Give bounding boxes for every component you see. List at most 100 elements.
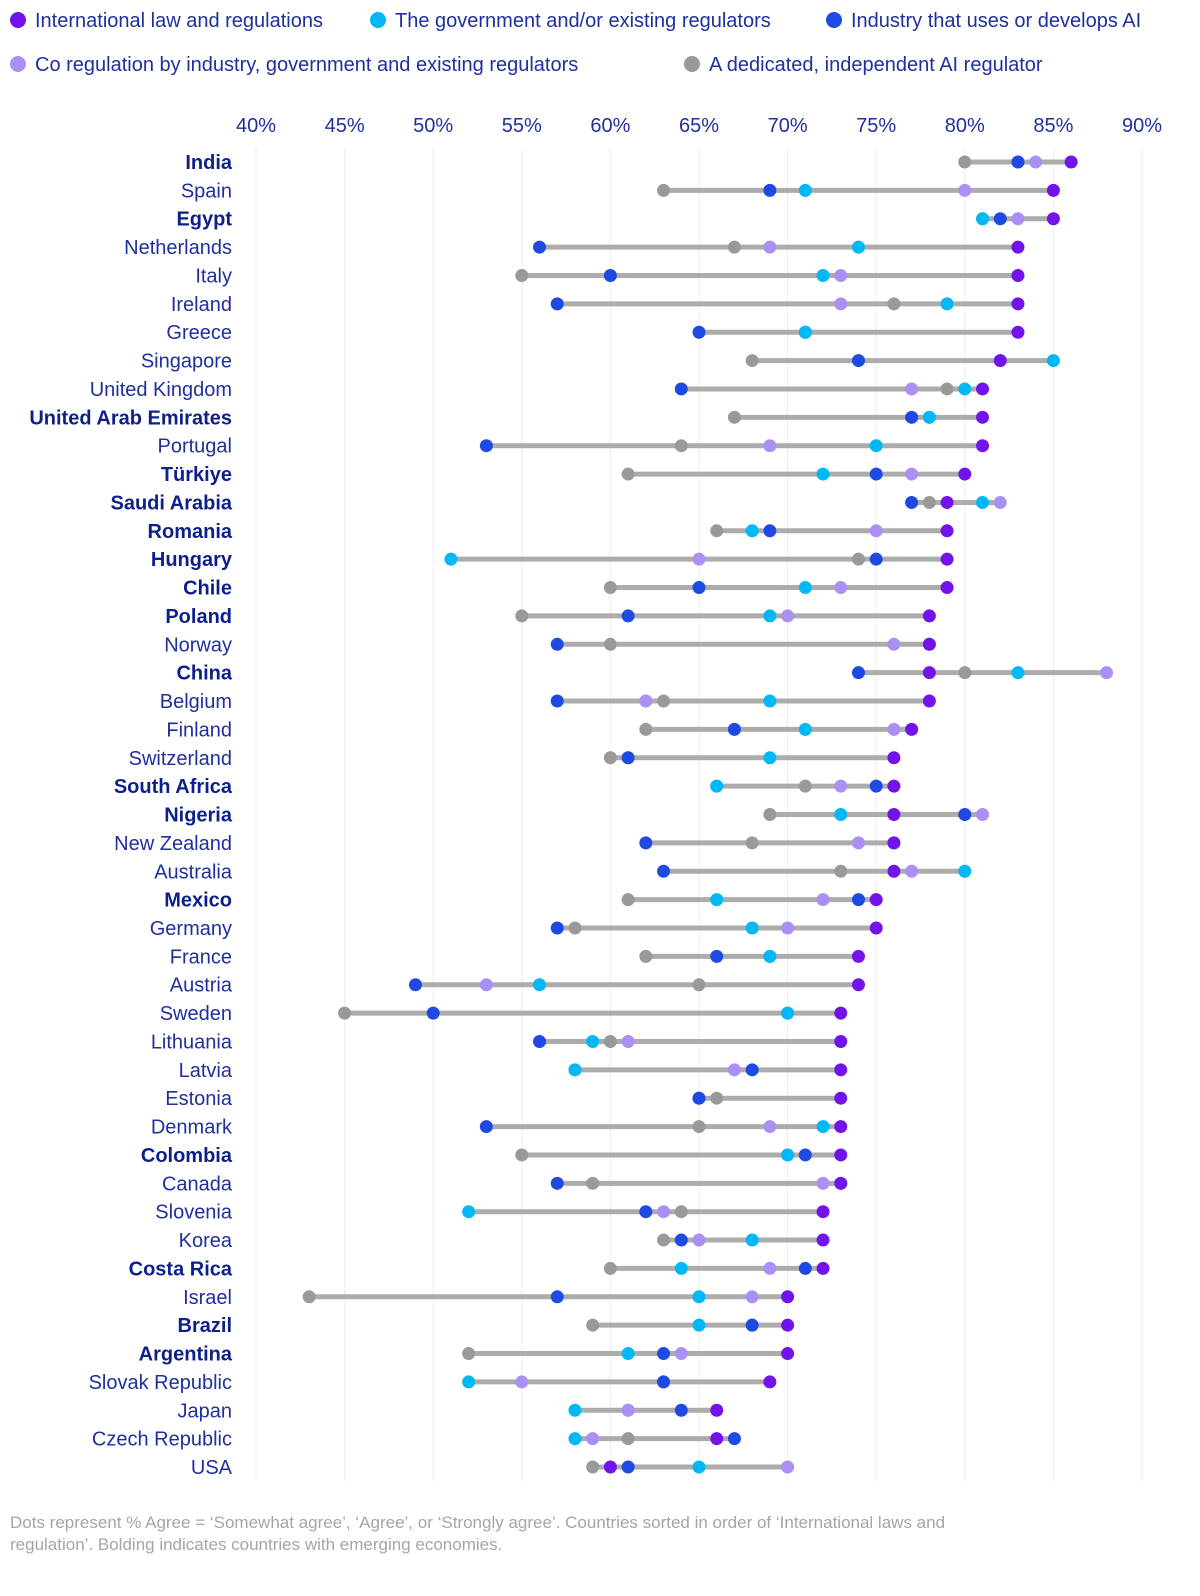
dot-intl <box>710 1432 724 1446</box>
dot-intl <box>834 1063 848 1077</box>
country-label: Korea <box>179 1230 233 1252</box>
dot-ind <box>639 1205 653 1219</box>
dot-intl <box>834 1120 848 1134</box>
dot-gov <box>851 240 865 254</box>
legend-label-ded: A dedicated, independent AI regulator <box>709 54 1043 76</box>
dot-ind <box>1011 155 1025 169</box>
dot-ded <box>621 1432 635 1446</box>
dot-intl <box>834 1091 848 1105</box>
dot-ded <box>621 893 635 907</box>
country-label: Canada <box>162 1173 233 1195</box>
dot-intl <box>603 1460 617 1474</box>
dot-ind <box>727 722 741 736</box>
dot-gov <box>1046 354 1060 368</box>
country-label: Netherlands <box>124 237 232 259</box>
dot-ind <box>550 1290 564 1304</box>
country-label: Greece <box>166 322 232 344</box>
dot-gov <box>958 864 972 878</box>
x-tick-label: 65% <box>679 115 719 137</box>
dot-ded <box>657 1233 671 1247</box>
country-label: Costa Rica <box>129 1258 233 1280</box>
dot-gov <box>816 268 830 282</box>
dot-ind <box>621 751 635 765</box>
country-label: Nigeria <box>164 805 233 827</box>
country-label: Norway <box>164 634 232 656</box>
dot-ind <box>869 779 883 793</box>
dot-co <box>1011 212 1025 226</box>
dot-ded <box>657 183 671 197</box>
country-label: Australia <box>154 861 233 883</box>
legend-marker-intl <box>10 12 26 28</box>
legend-label-co: Co regulation by industry, government an… <box>35 54 578 76</box>
dot-ind <box>851 893 865 907</box>
dot-ded <box>674 439 688 453</box>
dot-co <box>905 864 919 878</box>
dot-ind <box>533 1034 547 1048</box>
country-label: Chile <box>183 578 232 600</box>
dot-ded <box>710 524 724 538</box>
dot-ded <box>462 1347 476 1361</box>
dot-co <box>586 1432 600 1446</box>
country-label: Denmark <box>151 1117 233 1139</box>
dot-gov <box>621 1347 635 1361</box>
x-tick-label: 75% <box>856 115 896 137</box>
dot-gov <box>763 751 777 765</box>
x-tick-label: 85% <box>1033 115 1073 137</box>
x-tick-label: 90% <box>1122 115 1162 137</box>
dot-ded <box>674 1205 688 1219</box>
dot-intl <box>1046 212 1060 226</box>
dot-ded <box>727 410 741 424</box>
dot-intl <box>816 1261 830 1275</box>
dot-co <box>976 808 990 822</box>
legend-marker-gov <box>370 12 386 28</box>
country-label: Spain <box>181 180 232 202</box>
dot-gov <box>568 1403 582 1417</box>
dot-co <box>692 1233 706 1247</box>
dot-co <box>763 439 777 453</box>
dot-gov <box>586 1034 600 1048</box>
dot-gov <box>745 1233 759 1247</box>
dot-co <box>834 581 848 595</box>
country-label: Egypt <box>176 209 232 231</box>
dot-ind <box>710 949 724 963</box>
dot-co <box>1029 155 1043 169</box>
dot-ind <box>905 410 919 424</box>
dot-gov <box>444 552 458 566</box>
dot-co <box>763 1120 777 1134</box>
country-label: Lithuania <box>151 1031 233 1053</box>
dot-ded <box>603 637 617 651</box>
dot-intl <box>851 949 865 963</box>
x-tick-label: 60% <box>590 115 630 137</box>
dot-gov <box>798 325 812 339</box>
dot-co <box>816 1176 830 1190</box>
dot-intl <box>869 921 883 935</box>
dot-ded <box>798 779 812 793</box>
dot-intl <box>887 751 901 765</box>
legend-label-intl: International law and regulations <box>35 10 323 32</box>
dot-ded <box>940 382 954 396</box>
dot-ded <box>621 467 635 481</box>
dot-co <box>781 609 795 623</box>
dot-ded <box>639 949 653 963</box>
dot-co <box>958 183 972 197</box>
dot-ded <box>515 609 529 623</box>
country-label: Finland <box>166 719 232 741</box>
dot-ded <box>586 1318 600 1332</box>
dot-gov <box>976 212 990 226</box>
dot-range-chart: International law and regulations The gov… <box>10 10 1162 1482</box>
dot-ind <box>674 1233 688 1247</box>
dot-ind <box>763 524 777 538</box>
country-label: United Kingdom <box>90 379 232 401</box>
dot-co <box>851 836 865 850</box>
country-label: France <box>170 946 232 968</box>
dot-ded <box>603 751 617 765</box>
dot-ded <box>586 1460 600 1474</box>
country-label: Brazil <box>178 1315 232 1337</box>
dot-co <box>621 1034 635 1048</box>
dot-intl <box>940 552 954 566</box>
x-tick-label: 50% <box>413 115 453 137</box>
country-label: South Africa <box>114 776 233 798</box>
dot-intl <box>922 694 936 708</box>
dot-ind <box>851 354 865 368</box>
country-label: Italy <box>195 265 232 287</box>
